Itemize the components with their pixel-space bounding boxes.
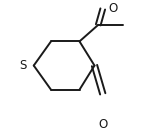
- Text: S: S: [20, 59, 27, 72]
- Text: O: O: [98, 118, 107, 131]
- Text: O: O: [109, 2, 118, 15]
